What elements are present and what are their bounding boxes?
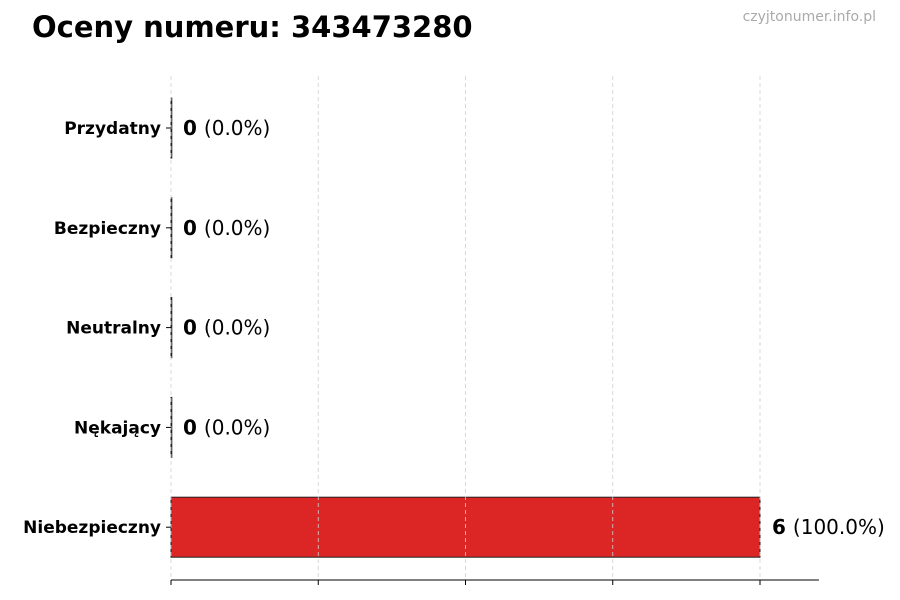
data-label-count-2: 0 xyxy=(183,316,197,340)
bar-2 xyxy=(170,297,173,359)
data-label-count-3: 0 xyxy=(183,415,197,439)
data-label-count-1: 0 xyxy=(183,216,197,240)
data-label-percent-3: (0.0%) xyxy=(204,415,270,439)
data-label-1: 0 (0.0%) xyxy=(183,216,270,240)
data-label-2: 0 (0.0%) xyxy=(183,316,270,340)
y-tick-label-1: Bezpieczny xyxy=(54,219,161,239)
data-label-count-0: 0 xyxy=(183,116,197,140)
y-tick-label-3: Nękający xyxy=(74,418,161,438)
bar-1 xyxy=(170,197,173,259)
data-label-percent-4: (100.0%) xyxy=(793,515,885,539)
y-tick-label-4: Niebezpieczny xyxy=(23,518,161,538)
chart-title: Oceny numeru: 343473280 xyxy=(32,10,473,44)
y-tick-label-0: Przydatny xyxy=(64,119,161,139)
data-label-4: 6 (100.0%) xyxy=(772,515,885,539)
data-label-0: 0 (0.0%) xyxy=(183,116,270,140)
watermark: czyjtonumer.info.pl xyxy=(742,9,876,25)
data-label-percent-2: (0.0%) xyxy=(204,316,270,340)
y-tick-label-2: Neutralny xyxy=(66,319,161,339)
data-label-count-4: 6 xyxy=(772,515,786,539)
data-label-percent-1: (0.0%) xyxy=(204,216,270,240)
data-label-3: 0 (0.0%) xyxy=(183,415,270,439)
data-label-percent-0: (0.0%) xyxy=(204,116,270,140)
